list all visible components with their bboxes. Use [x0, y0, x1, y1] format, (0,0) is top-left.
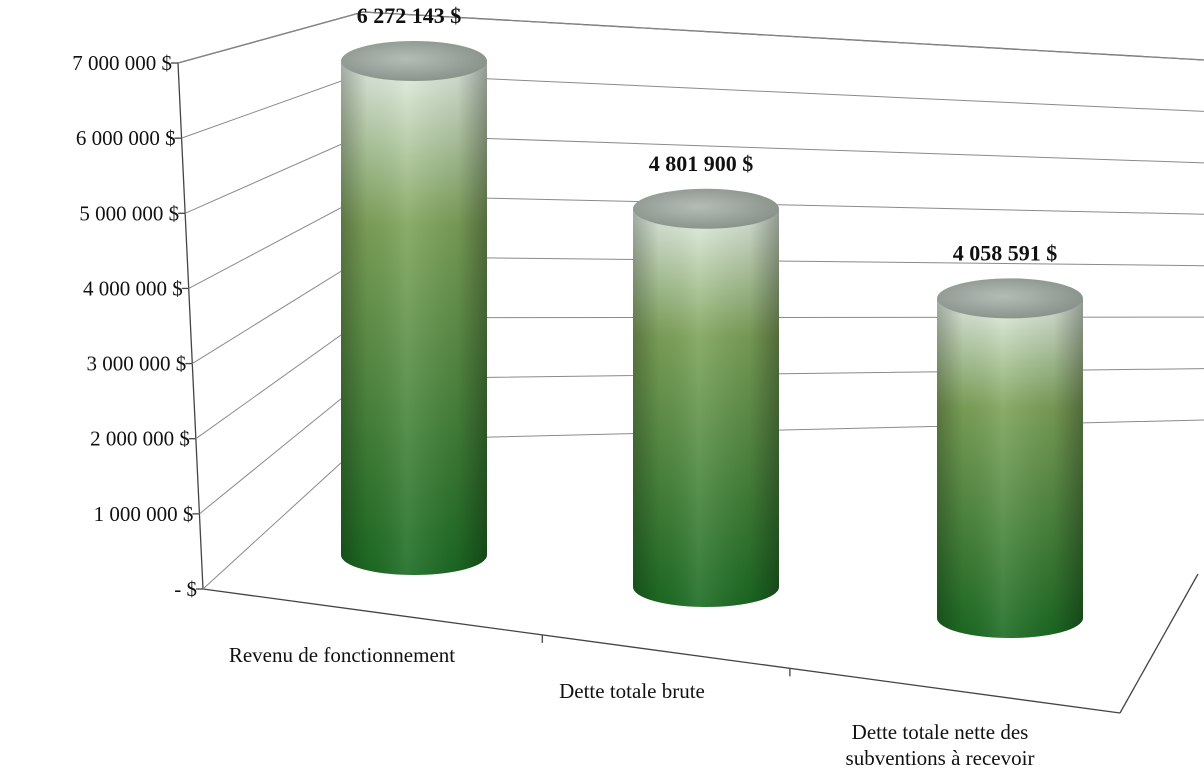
y-tick-label-3: 3 000 000 $: [87, 352, 187, 376]
gridline-6: [181, 72, 1204, 139]
bar-0: [341, 41, 487, 575]
bar-shade-0: [341, 61, 487, 575]
bar-2: [937, 278, 1083, 638]
data-label-2: 4 058 591 $: [953, 240, 1058, 265]
bar-cap-1: [633, 188, 779, 229]
y-axis-ticks: - $ 1 000 000 $ 2 000 000 $ 3 000 000 $ 4 00…: [72, 51, 197, 601]
bars: [341, 41, 1083, 638]
y-axis-line: [177, 62, 204, 590]
x-axis-categories: Revenu de fonctionnement Dette totale bru…: [229, 643, 1035, 770]
bar-1: [633, 188, 779, 608]
bar-cap-2: [937, 278, 1083, 319]
category-label-2: Dette totale nette des subventions à rece…: [846, 720, 1035, 770]
data-labels: 6 272 143 $ 4 801 900 $ 4 058 591 $: [357, 3, 1058, 265]
data-label-1: 4 801 900 $: [649, 151, 754, 176]
gridline-7: [177, 11, 1204, 64]
y-tick-label-4: 4 000 000 $: [83, 276, 183, 300]
floor-right-edge: [1119, 573, 1199, 714]
y-tick-label-5: 5 000 000 $: [79, 201, 179, 225]
y-tick-label-6: 6 000 000 $: [76, 126, 176, 150]
y-tick-label-2: 2 000 000 $: [90, 427, 190, 451]
category-label-0: Revenu de fonctionnement: [229, 643, 455, 667]
y-tick-label-1: 1 000 000 $: [94, 502, 194, 526]
bar-shade-1: [633, 208, 779, 608]
x-axis-line: [202, 588, 1121, 714]
bar-cap-0: [341, 41, 487, 81]
y-tick-label-7: 7 000 000 $: [72, 51, 172, 75]
y-tick-label-0: - $: [174, 577, 197, 601]
data-label-0: 6 272 143 $: [357, 3, 462, 28]
category-label-1: Dette totale brute: [559, 679, 705, 703]
bar-shade-2: [937, 298, 1083, 638]
